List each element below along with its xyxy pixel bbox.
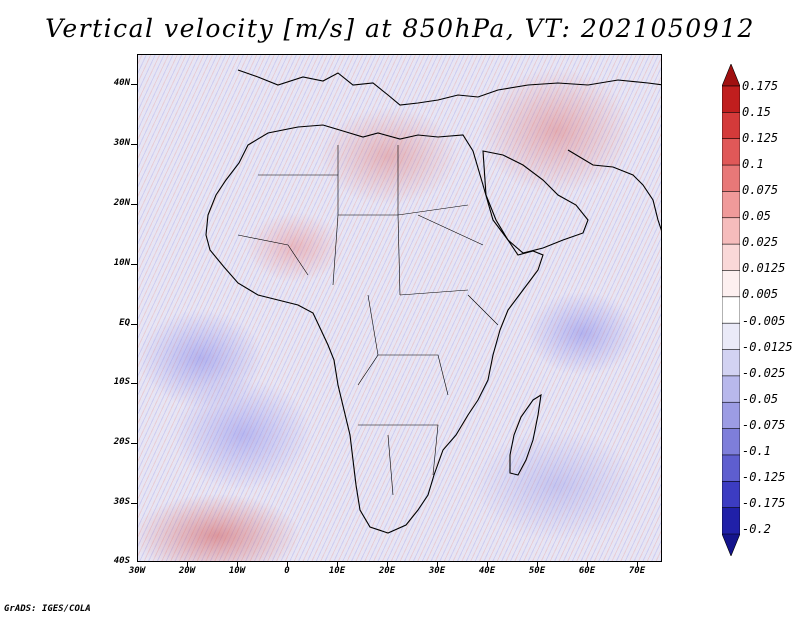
colorbar-label: -0.1 xyxy=(742,444,771,458)
lat-tick xyxy=(131,443,137,444)
colorbar-segment xyxy=(722,507,740,535)
lon-tick xyxy=(487,562,488,567)
colorbar-segment xyxy=(722,112,740,140)
lon-label-60e: 60E xyxy=(578,566,596,576)
continent-outlines xyxy=(205,69,661,534)
lat-label-20n: 20N xyxy=(113,198,130,208)
colorbar-segment xyxy=(722,401,740,430)
lon-tick xyxy=(437,562,438,567)
lon-label-30w: 30W xyxy=(128,566,146,576)
colorbar-label: 0.05 xyxy=(742,209,771,223)
colorbar-label: -0.2 xyxy=(742,522,771,536)
africa-coastline xyxy=(205,124,544,534)
colorbar-segment xyxy=(722,454,740,483)
colorbar-label: -0.05 xyxy=(742,392,779,406)
colorbar-segment xyxy=(722,480,740,509)
lat-label-40s: 40S xyxy=(113,556,130,566)
lon-tick xyxy=(337,562,338,567)
colorbar-segment xyxy=(722,164,740,193)
colorbar-segment xyxy=(722,375,740,404)
country-borders xyxy=(237,145,499,496)
lon-label-30e: 30E xyxy=(428,566,446,576)
lat-label-30n: 30N xyxy=(113,138,130,148)
lat-tick xyxy=(131,144,137,145)
colorbar-segment xyxy=(722,243,740,272)
lon-label-10e: 10E xyxy=(328,566,346,576)
lat-label-40n: 40N xyxy=(113,78,130,88)
colorbar-label: 0.1 xyxy=(742,157,764,171)
colorbar xyxy=(722,64,740,556)
lon-tick xyxy=(587,562,588,567)
lat-tick xyxy=(131,204,137,205)
colorbar-segment xyxy=(722,533,740,556)
colorbar-label: -0.0125 xyxy=(742,340,793,354)
colorbar-segment xyxy=(722,296,740,324)
colorbar-label: 0.15 xyxy=(742,105,771,119)
lon-tick xyxy=(387,562,388,567)
colorbar-label: 0.0125 xyxy=(742,261,786,275)
lat-tick xyxy=(131,264,137,265)
colorbar-segments xyxy=(722,64,740,556)
lon-tick xyxy=(537,562,538,567)
lat-label-20s: 20S xyxy=(113,437,130,447)
map-plot-area xyxy=(137,54,662,562)
colorbar-label: -0.025 xyxy=(742,366,786,380)
lon-label-0: 0 xyxy=(284,566,290,576)
map-title: Vertical velocity [m/s] at 850hPa, VT: 2… xyxy=(45,14,755,43)
colorbar-label: 0.075 xyxy=(742,183,779,197)
colorbar-label: -0.175 xyxy=(742,496,786,510)
colorbar-segment xyxy=(722,270,740,298)
grads-credit: GrADS: IGES/COLA xyxy=(4,604,91,614)
europe-coastline xyxy=(237,69,661,106)
colorbar-segment xyxy=(722,138,740,166)
lat-label-10s: 10S xyxy=(113,377,130,387)
madagascar-coastline xyxy=(509,393,542,476)
asia-coastline xyxy=(567,149,661,231)
colorbar-label: 0.005 xyxy=(742,287,779,301)
lon-tick xyxy=(187,562,188,567)
lon-tick xyxy=(637,562,638,567)
colorbar-segment xyxy=(722,191,740,219)
lat-tick xyxy=(131,383,137,384)
lon-label-10w: 10W xyxy=(228,566,246,576)
lon-tick xyxy=(287,562,288,567)
lat-label-10n: 10N xyxy=(113,258,130,268)
arabia-coastline xyxy=(482,150,589,254)
colorbar-segment xyxy=(722,85,740,114)
colorbar-segment xyxy=(722,322,740,351)
colorbar-segment xyxy=(722,349,740,377)
colorbar-segment xyxy=(722,428,740,456)
lon-label-50e: 50E xyxy=(528,566,546,576)
lat-tick xyxy=(131,324,137,325)
lon-label-70e: 70E xyxy=(628,566,646,576)
lat-tick xyxy=(131,84,137,85)
colorbar-segment xyxy=(722,217,740,245)
colorbar-label: -0.125 xyxy=(742,470,786,484)
colorbar-label: 0.025 xyxy=(742,235,779,249)
colorbar-label: -0.075 xyxy=(742,418,786,432)
lon-label-20w: 20W xyxy=(178,566,196,576)
colorbar-label: -0.005 xyxy=(742,314,786,328)
lat-label-30s: 30S xyxy=(113,497,130,507)
lon-label-20e: 20E xyxy=(378,566,396,576)
lon-tick xyxy=(237,562,238,567)
lat-label-eq: EQ xyxy=(119,318,130,328)
lon-label-40e: 40E xyxy=(478,566,496,576)
colorbar-label: 0.125 xyxy=(742,131,779,145)
colorbar-segment xyxy=(722,64,740,87)
lat-tick xyxy=(131,503,137,504)
colorbar-label: 0.175 xyxy=(742,79,779,93)
